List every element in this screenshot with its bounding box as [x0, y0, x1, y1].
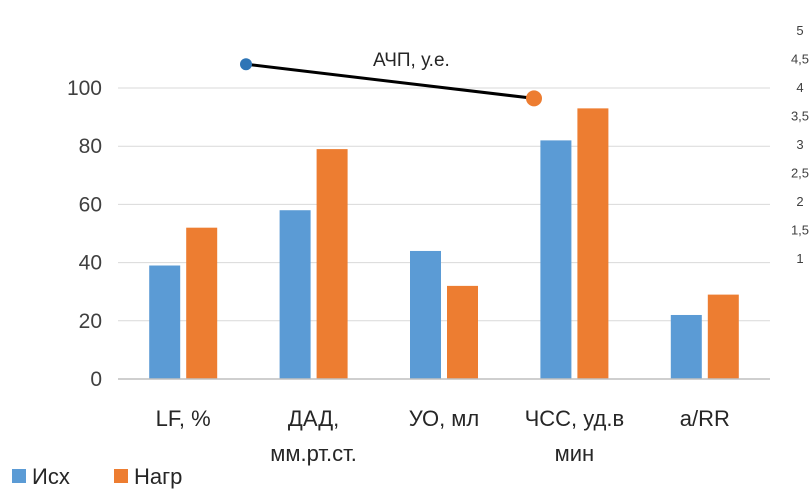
secondary-y-tick-label: 2 — [796, 194, 803, 209]
legend-label: Исх — [32, 464, 70, 489]
achp-line-segment — [245, 62, 535, 100]
category-label: ДАД, — [288, 406, 339, 431]
y-tick-label: 80 — [79, 135, 102, 158]
secondary-y-tick-label: 2,5 — [791, 166, 809, 181]
secondary-y-tick-label: 5 — [796, 23, 803, 38]
secondary-y-tick-label: 4 — [796, 80, 803, 95]
secondary-y-tick-label: 3 — [796, 137, 803, 152]
category-labels: LF, % ДАД, мм.рт.ст. УО, мл ЧСС, уд.в мин a/RR — [156, 406, 730, 466]
y-tick-label: 60 — [79, 193, 102, 216]
category-label: мин — [555, 441, 595, 466]
bar-nagr — [707, 294, 739, 379]
bar-iskh — [279, 210, 311, 379]
secondary-y-tick-label: 4,5 — [791, 52, 809, 67]
secondary-y-tick-label: 1,5 — [791, 223, 809, 238]
y-tick-label: 0 — [90, 368, 102, 391]
category-label: LF, % — [156, 406, 211, 431]
achp-point — [526, 90, 542, 107]
bar-nagr — [577, 108, 609, 380]
achp-point — [240, 58, 252, 71]
y-tick-label: 40 — [79, 252, 102, 275]
secondary-y-tick-label: 3,5 — [791, 109, 809, 124]
legend-label: Нагр — [134, 464, 182, 489]
secondary-y-axis-ticks: 1 1,5 2 2,5 3 3,5 4 4,5 5 — [791, 23, 809, 266]
y-axis-ticks: 0 20 40 60 80 100 — [67, 77, 102, 391]
bar-nagr — [316, 149, 348, 379]
y-tick-label: 100 — [67, 77, 102, 100]
bar-iskh — [149, 265, 181, 379]
bar-iskh — [670, 314, 702, 379]
bar-iskh — [410, 250, 441, 379]
category-label: мм.рт.ст. — [270, 441, 357, 466]
category-label: a/RR — [680, 406, 730, 431]
legend-swatch — [12, 469, 26, 483]
category-label: ЧСС, уд.в — [525, 406, 625, 431]
legend-swatch — [114, 469, 128, 483]
achp-line — [240, 58, 542, 107]
bar-nagr — [447, 285, 478, 379]
y-tick-label: 20 — [79, 310, 102, 333]
bar-nagr — [186, 227, 218, 379]
bars — [149, 108, 739, 380]
legend: Исх Нагр — [12, 464, 182, 489]
bar-iskh — [540, 140, 572, 379]
achp-label: АЧП, у.е. — [373, 50, 450, 71]
category-label: УО, мл — [409, 406, 480, 431]
secondary-y-tick-label: 1 — [796, 251, 803, 266]
